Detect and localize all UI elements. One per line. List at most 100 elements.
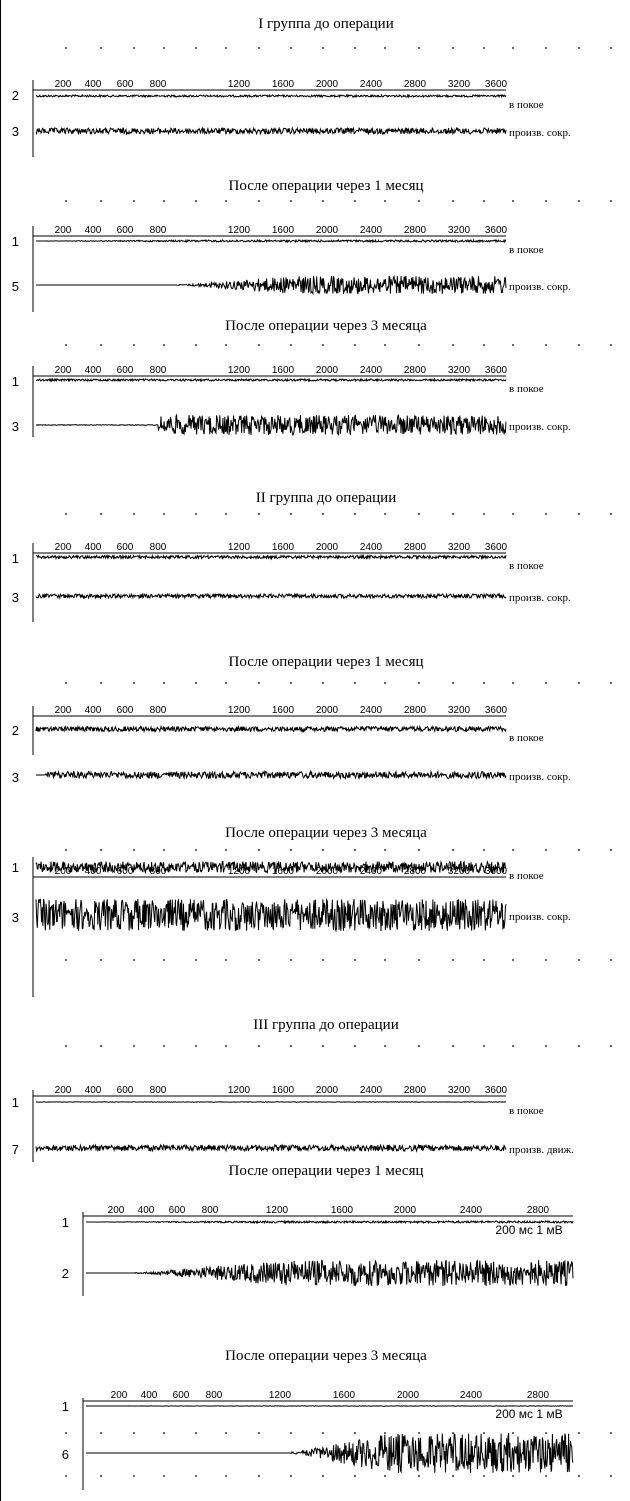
grid-dot xyxy=(322,959,324,961)
grid-dot xyxy=(290,959,292,961)
grid-dot xyxy=(578,849,580,851)
series-label: произв. сокр. xyxy=(509,771,571,783)
tick-label: 1200 xyxy=(228,365,251,376)
grid-dot xyxy=(290,344,292,346)
emg-trace xyxy=(35,769,507,781)
grid-dot xyxy=(258,47,260,49)
series-label: произв. движ. xyxy=(509,1144,574,1156)
tick-label: 800 xyxy=(150,542,167,553)
grid-dot xyxy=(65,200,67,202)
grid-dot xyxy=(100,959,102,961)
grid-dot xyxy=(512,344,514,346)
grid-dot xyxy=(578,47,580,49)
tick-label: 2800 xyxy=(404,79,427,90)
tick-label: 2000 xyxy=(394,1205,417,1216)
grid-dot xyxy=(225,200,227,202)
grid-dot xyxy=(225,1432,227,1434)
tick-label: 1600 xyxy=(272,542,295,553)
grid-dot xyxy=(195,1475,197,1477)
grid-dot xyxy=(418,344,420,346)
tick-label: 400 xyxy=(85,705,102,716)
tick-label: 400 xyxy=(138,1205,155,1216)
grid-dot xyxy=(163,849,165,851)
tick-label: 200 xyxy=(55,705,72,716)
grid-dot xyxy=(545,849,547,851)
series-label: произв. сокр. xyxy=(509,281,571,293)
tick-label: 2800 xyxy=(404,1085,427,1096)
grid-dot xyxy=(225,959,227,961)
tick-label: 400 xyxy=(85,225,102,236)
emg-trace xyxy=(35,93,507,99)
panel-title: III группа до операции xyxy=(253,1017,398,1033)
tick-label: 1600 xyxy=(272,866,295,877)
grid-dot xyxy=(258,513,260,515)
grid-dot xyxy=(163,959,165,961)
grid-dot xyxy=(452,1475,454,1477)
calibration-label: 200 мс 1 мВ xyxy=(495,1223,562,1237)
grid-dot xyxy=(578,682,580,684)
tick-label: 2800 xyxy=(527,1390,550,1401)
grid-dot xyxy=(65,1432,67,1434)
panel-title: После операции через 1 месяц xyxy=(228,1163,423,1179)
tick-label: 2000 xyxy=(316,225,339,236)
grid-dot xyxy=(195,47,197,49)
emg-trace xyxy=(36,275,507,296)
grid-dot xyxy=(322,849,324,851)
tick-label: 800 xyxy=(202,1205,219,1216)
tick-label: 1600 xyxy=(272,365,295,376)
tick-label: 2000 xyxy=(316,365,339,376)
emg-trace xyxy=(36,238,507,244)
grid-dot xyxy=(545,1475,547,1477)
tick-label: 2800 xyxy=(404,365,427,376)
grid-dot xyxy=(545,682,547,684)
channel-label: 3 xyxy=(12,770,19,785)
grid-dot xyxy=(452,1432,454,1434)
grid-dot xyxy=(225,344,227,346)
tick-label: 2400 xyxy=(360,705,383,716)
grid-dot xyxy=(290,1475,292,1477)
series-label: произв. сокр. xyxy=(509,911,571,923)
tick-label: 400 xyxy=(85,365,102,376)
channel-label: 3 xyxy=(12,590,19,605)
calibration-label: 200 мс 1 мВ xyxy=(495,1407,562,1421)
grid-dot xyxy=(545,959,547,961)
grid-dot xyxy=(545,344,547,346)
tick-label: 1600 xyxy=(272,79,295,90)
grid-dot xyxy=(100,1432,102,1434)
grid-dot xyxy=(354,682,356,684)
grid-dot xyxy=(483,849,485,851)
tick-label: 200 xyxy=(55,1085,72,1096)
grid-dot xyxy=(354,959,356,961)
grid-dot xyxy=(483,1045,485,1047)
tick-label: 1200 xyxy=(266,1205,289,1216)
grid-dot xyxy=(452,1045,454,1047)
tick-label: 1200 xyxy=(228,705,251,716)
grid-dot xyxy=(65,959,67,961)
grid-dot xyxy=(578,200,580,202)
tick-label: 2000 xyxy=(316,705,339,716)
grid-dot xyxy=(290,1432,292,1434)
grid-dot xyxy=(354,1045,356,1047)
grid-dot xyxy=(290,200,292,202)
grid-dot xyxy=(225,849,227,851)
tick-label: 2800 xyxy=(404,225,427,236)
grid-dot xyxy=(100,513,102,515)
channel-label: 3 xyxy=(12,124,19,139)
grid-dot xyxy=(483,513,485,515)
grid-dot xyxy=(545,1045,547,1047)
grid-dot xyxy=(384,1045,386,1047)
grid-dot xyxy=(384,513,386,515)
tick-label: 200 xyxy=(55,542,72,553)
series-label: в покое xyxy=(509,99,544,111)
tick-label: 1200 xyxy=(228,1085,251,1096)
series-label: в покое xyxy=(509,1105,544,1117)
channel-label: 7 xyxy=(12,1142,19,1157)
grid-dot xyxy=(100,1045,102,1047)
tick-label: 600 xyxy=(173,1390,190,1401)
emg-trace xyxy=(35,897,507,933)
grid-dot xyxy=(354,47,356,49)
grid-dot xyxy=(225,1475,227,1477)
tick-label: 1200 xyxy=(228,79,251,90)
grid-dot xyxy=(100,849,102,851)
grid-dot xyxy=(418,513,420,515)
